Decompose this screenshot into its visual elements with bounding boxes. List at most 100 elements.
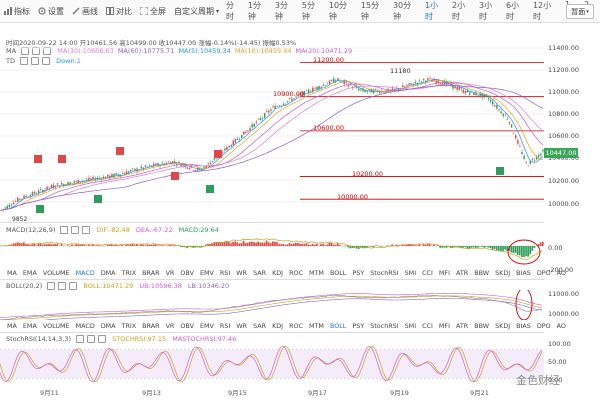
gear-icon[interactable] xyxy=(58,282,67,290)
tab-mtm[interactable]: MTM xyxy=(309,268,324,277)
period-0[interactable]: 分时 xyxy=(226,1,235,21)
tab-smi[interactable]: SMI xyxy=(404,268,417,277)
candle-body xyxy=(234,139,237,143)
gear-icon[interactable] xyxy=(31,57,40,65)
gear-icon[interactable] xyxy=(71,226,80,234)
macd-bar xyxy=(161,245,163,246)
period-7[interactable]: 1小时 xyxy=(425,1,439,21)
tab-stochrsi[interactable]: StochRSI xyxy=(370,268,399,277)
toolbar: 指标 设置 画线 对比 全屏 自定义周期 ▾ 分时 1分钟 3分钟 5分钟 10分钟 15分… xyxy=(0,0,600,23)
macd-chart[interactable] xyxy=(0,234,544,266)
period-1[interactable]: 1分钟 xyxy=(247,1,262,21)
tab-cci[interactable]: CCI xyxy=(422,321,433,330)
stochrsi-chart[interactable] xyxy=(0,342,544,386)
close-icon[interactable] xyxy=(69,282,78,290)
tab-dpo[interactable]: DPO xyxy=(536,321,551,330)
tab-volume[interactable]: VOLUME xyxy=(42,321,70,330)
tab-dma[interactable]: DMA xyxy=(100,321,116,330)
period-8[interactable]: 2小时 xyxy=(452,1,466,21)
compare-button[interactable]: 对比 xyxy=(102,0,136,22)
tab-skdj[interactable]: SKDJ xyxy=(495,268,511,277)
tab-volume[interactable]: VOLUME xyxy=(42,268,70,277)
tab-atr[interactable]: ATR xyxy=(455,321,469,330)
boll-chart[interactable] xyxy=(0,290,544,320)
tab-stochrsi[interactable]: StochRSI xyxy=(370,321,399,330)
eye-icon[interactable] xyxy=(76,335,85,343)
tab-ma[interactable]: MA xyxy=(7,268,17,277)
tab-dpo[interactable]: DPO xyxy=(536,268,551,277)
tab-obv[interactable]: OBV xyxy=(180,268,194,277)
indicator-button[interactable]: 指标 xyxy=(0,0,34,22)
tab-trix[interactable]: TRIX xyxy=(121,321,137,330)
period-9[interactable]: 3小时 xyxy=(478,1,493,21)
close-icon[interactable] xyxy=(42,57,51,65)
candle-body xyxy=(496,105,498,109)
tab-bias[interactable]: BIAS xyxy=(516,268,531,277)
tab-bbw[interactable]: BBW xyxy=(474,321,490,330)
tab-brar[interactable]: BRAR xyxy=(142,321,160,330)
draw-button[interactable]: 画线 xyxy=(68,0,102,22)
tab-mfi[interactable]: MFI xyxy=(438,321,450,330)
tab-skdj[interactable]: SKDJ xyxy=(495,321,511,330)
tab-emv[interactable]: EMV xyxy=(199,268,214,277)
eye-icon[interactable] xyxy=(20,57,29,65)
macd-bar xyxy=(502,246,504,251)
tab-macd[interactable]: MACD xyxy=(75,268,95,277)
settings-button[interactable]: 设置 xyxy=(34,0,68,22)
tab-ma[interactable]: MA xyxy=(7,321,17,330)
tab-kdj[interactable]: KDJ xyxy=(272,268,284,277)
boll-ub: UB:10596.38 xyxy=(139,282,182,290)
tab-boll[interactable]: BOLL xyxy=(329,321,347,330)
tab-roc[interactable]: ROC xyxy=(289,321,303,330)
tab-bbw[interactable]: BBW xyxy=(474,268,490,277)
period-list: 分时1分钟3分钟5分钟10分钟15分钟30分钟1小时2小时3小时6小时12小时1… xyxy=(223,0,600,22)
tab-emv[interactable]: EMV xyxy=(199,321,214,330)
tab-ema[interactable]: EMA xyxy=(22,268,37,277)
tab-vr[interactable]: VR xyxy=(165,268,175,277)
tab-psy[interactable]: PSY xyxy=(352,268,365,277)
tab-sar[interactable]: SAR xyxy=(253,268,267,277)
tab-smi[interactable]: SMI xyxy=(404,321,417,330)
tab-wr[interactable]: WR xyxy=(236,321,248,330)
tab-atr[interactable]: ATR xyxy=(455,268,469,277)
candle-body xyxy=(320,86,322,88)
eye-icon[interactable] xyxy=(60,226,69,234)
period-4[interactable]: 10分钟 xyxy=(328,1,348,21)
tab-roc[interactable]: ROC xyxy=(289,268,303,277)
candlestick-chart[interactable] xyxy=(0,34,544,222)
tab-rsi[interactable]: RSI xyxy=(219,268,231,277)
tab-obv[interactable]: OBV xyxy=(180,321,194,330)
custom-period-button[interactable]: 自定义周期 ▾ xyxy=(170,0,223,22)
tab-wr[interactable]: WR xyxy=(236,268,248,277)
tab-boll[interactable]: BOLL xyxy=(329,268,347,277)
gear-icon[interactable] xyxy=(87,335,96,343)
tab-vr[interactable]: VR xyxy=(165,321,175,330)
tab-mfi[interactable]: MFI xyxy=(438,268,450,277)
macd-bar xyxy=(307,244,310,246)
period-6[interactable]: 30分钟 xyxy=(392,1,412,21)
fullscreen-button[interactable]: 全屏 xyxy=(136,0,170,22)
tab-sar[interactable]: SAR xyxy=(253,321,267,330)
tab-dma[interactable]: DMA xyxy=(100,268,116,277)
tab-mtm[interactable]: MTM xyxy=(309,321,324,330)
tab-bias[interactable]: BIAS xyxy=(516,321,531,330)
tab-ao[interactable]: AO xyxy=(556,321,566,330)
tab-kdj[interactable]: KDJ xyxy=(272,321,284,330)
period-3[interactable]: 5分钟 xyxy=(301,1,315,21)
display-dropdown[interactable]: 暂面 ▾ xyxy=(566,4,594,19)
tab-rsi[interactable]: RSI xyxy=(219,321,231,330)
period-5[interactable]: 15分钟 xyxy=(360,1,380,21)
tab-macd[interactable]: MACD xyxy=(75,321,95,330)
period-10[interactable]: 6小时 xyxy=(505,1,520,21)
tab-trix[interactable]: TRIX xyxy=(121,268,137,277)
period-11[interactable]: 12小时 xyxy=(532,1,552,21)
period-2[interactable]: 3分钟 xyxy=(274,1,288,21)
tab-cci[interactable]: CCI xyxy=(422,268,433,277)
tab-ema[interactable]: EMA xyxy=(22,321,37,330)
tab-psy[interactable]: PSY xyxy=(352,321,365,330)
tab-ao[interactable]: AO xyxy=(556,268,566,277)
candle-body xyxy=(90,178,92,180)
tab-brar[interactable]: BRAR xyxy=(142,268,160,277)
close-icon[interactable] xyxy=(82,226,91,234)
eye-icon[interactable] xyxy=(47,282,56,290)
